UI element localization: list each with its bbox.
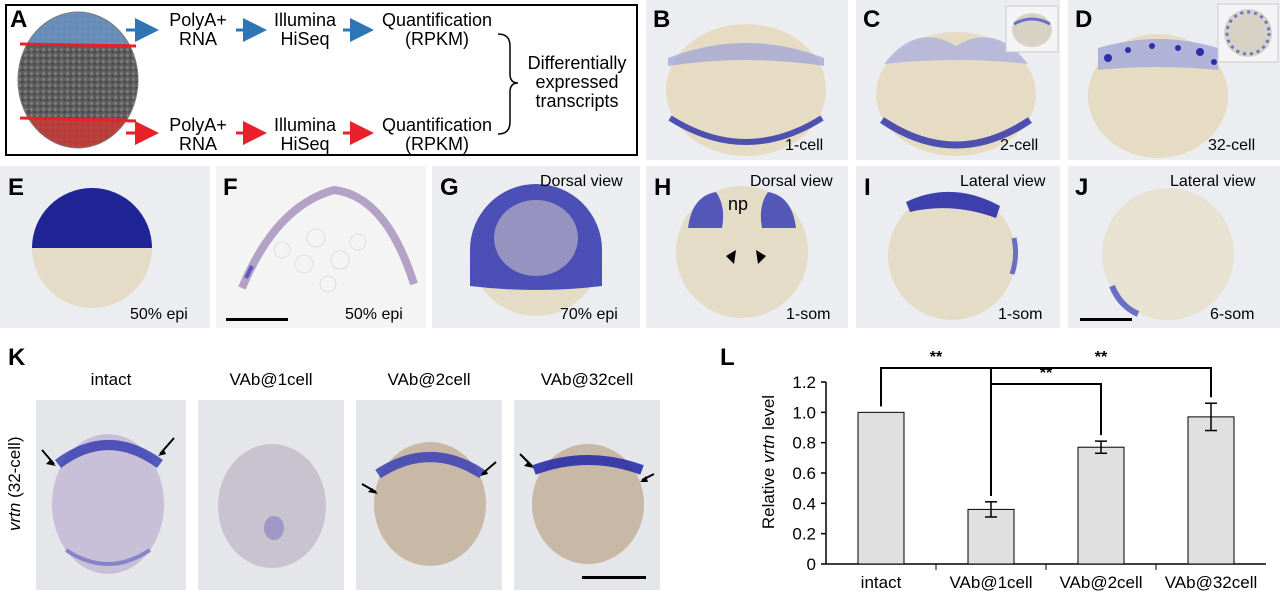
panel-d-image: [1068, 0, 1280, 160]
bottom-step-quant: Quantification (RPKM): [381, 115, 493, 154]
panel-c-stage: 2-cell: [1000, 137, 1039, 154]
panel-i-label: I: [864, 174, 871, 201]
panel-e-stage: 50% epi: [130, 306, 188, 323]
panel-g-label: G: [440, 174, 459, 201]
panel-g-image: [432, 166, 640, 328]
embryo-diagram: [17, 11, 139, 149]
panel-b-label: B: [653, 6, 671, 33]
panel-h-image: [646, 166, 848, 328]
panel-g-view: Dorsal view: [540, 173, 623, 190]
significance-label: **: [1095, 349, 1108, 366]
panel-h-stage: 1-som: [786, 306, 831, 323]
panel-c-label: C: [863, 6, 881, 33]
panel-k-ylabel: vrtn (32-cell): [5, 436, 24, 531]
k-image-vab32: [514, 400, 660, 590]
panel-d-label: D: [1075, 6, 1093, 33]
y-tick-label: 0.8: [792, 434, 816, 453]
y-tick-label: 1.2: [792, 373, 816, 392]
merge-brace: [497, 33, 519, 135]
k-title-intact: intact: [90, 370, 132, 389]
bar-1: [857, 411, 905, 565]
arrowhead-left: [726, 250, 736, 264]
panel-j-label: J: [1075, 174, 1089, 201]
x-tick-label: VAb@32cell: [1165, 573, 1258, 592]
top-cut-line: [19, 42, 137, 48]
top-step-polya: PolyA+ RNA: [169, 10, 227, 49]
panel-b-stage: 1-cell: [785, 137, 824, 154]
arrowhead-right: [756, 250, 766, 264]
k-image-vab2: [356, 400, 502, 590]
panel-j-image: [1068, 166, 1280, 328]
panel-a-frame: [5, 4, 638, 156]
flow-arrows: [126, 18, 519, 145]
k-title-vab2: VAb@2cell: [387, 370, 471, 389]
significance-bracket: [990, 383, 1102, 496]
panel-k-label: K: [8, 344, 26, 371]
panel-i-image: [856, 166, 1060, 328]
significance-label: **: [930, 349, 943, 366]
panel-a-label: A: [10, 6, 28, 33]
bar-4: [1187, 416, 1235, 565]
panel-i-stage: 1-som: [998, 306, 1043, 323]
scale-bar-k: [582, 576, 646, 579]
bottom-cut-line: [19, 116, 137, 123]
bottom-step-illumina: Illumina HiSeq: [273, 115, 337, 154]
panel-f-image: [216, 166, 426, 328]
top-step-quant: Quantification (RPKM): [381, 10, 493, 49]
bar-2: [967, 508, 1015, 565]
panel-j-stage: 6-som: [1210, 306, 1255, 323]
y-tick-label: 0.4: [792, 494, 816, 513]
neural-plate-label: np: [728, 194, 749, 214]
panel-l-label: L: [720, 344, 735, 371]
k-image-intact: [36, 400, 186, 590]
top-step-illumina: Illumina HiSeq: [273, 10, 337, 49]
panel-i-view: Lateral view: [960, 173, 1046, 190]
bar-3: [1077, 446, 1125, 565]
panel-b-image: [646, 0, 848, 160]
scale-bar-f: [226, 318, 288, 321]
panel-e-image: [0, 166, 210, 328]
panel-h-view: Dorsal view: [750, 173, 833, 190]
panel-j-view: Lateral view: [1170, 173, 1256, 190]
x-tick-label: intact: [861, 573, 902, 592]
significance-label: **: [1040, 365, 1053, 382]
scale-bar-j: [1080, 318, 1132, 321]
bar-chart: 0 0.2 0.4 0.6 0.8 1.0 1.2 intact VAb@1cell VAb@2c…: [792, 349, 1266, 592]
panel-h-label: H: [654, 174, 672, 201]
panel-f-stage: 50% epi: [345, 306, 403, 323]
panel-f-label: F: [223, 174, 238, 201]
k-title-vab32: VAb@32cell: [540, 370, 634, 389]
panel-d-stage: 32-cell: [1208, 137, 1256, 154]
panel-c-image: [856, 0, 1060, 160]
x-tick-label: VAb@1cell: [949, 573, 1032, 592]
y-tick-label: 0: [807, 555, 816, 574]
bottom-step-polya: PolyA+ RNA: [169, 115, 227, 154]
k-title-vab1: VAb@1cell: [229, 370, 313, 389]
panel-g-stage: 70% epi: [560, 306, 618, 323]
y-tick-label: 0.2: [792, 525, 816, 544]
k-image-vab1: [198, 400, 344, 590]
y-tick-label: 0.6: [792, 464, 816, 483]
result-text: Differentially expressed transcripts: [527, 53, 627, 111]
x-tick-label: VAb@2cell: [1059, 573, 1142, 592]
panel-e-label: E: [8, 174, 25, 201]
y-tick-label: 1.0: [792, 403, 816, 422]
